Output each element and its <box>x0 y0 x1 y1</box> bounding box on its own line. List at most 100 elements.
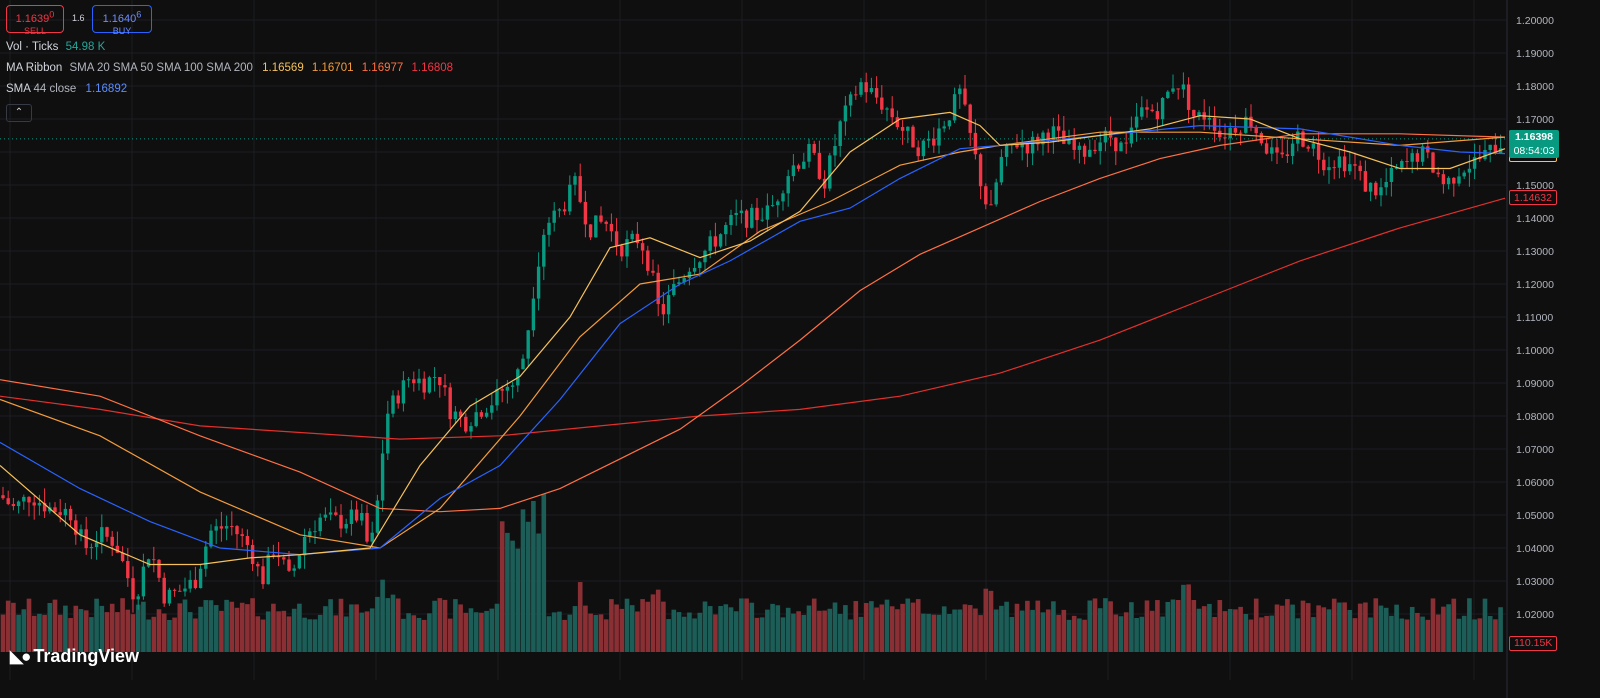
chevron-up-icon[interactable]: ⌃ <box>6 104 32 122</box>
sma44-legend[interactable]: SMA 44 close 1.16892 <box>6 83 127 95</box>
candle-body <box>391 395 395 414</box>
sma50-line <box>0 131 1506 549</box>
candle-body <box>594 215 598 238</box>
volume-bar <box>468 608 474 652</box>
candle-body <box>526 330 530 359</box>
volume-bar <box>879 604 885 652</box>
volume-bar <box>1420 616 1425 652</box>
candle-body <box>854 94 858 96</box>
candle-body <box>266 554 270 585</box>
candle-body <box>838 121 842 147</box>
candle-body <box>672 283 676 296</box>
candle-body <box>1145 107 1149 110</box>
volume-bar <box>343 616 349 652</box>
volume-bar <box>167 619 172 652</box>
buy-button[interactable]: 1.16406 BUY <box>92 5 152 36</box>
volume-bar <box>141 601 146 652</box>
volume-bar <box>427 613 432 652</box>
candle-body <box>214 526 218 531</box>
volume-bar <box>791 613 796 652</box>
candle-body <box>885 108 889 110</box>
candle-body <box>552 210 556 223</box>
candle-body <box>152 559 156 561</box>
volume-bar <box>1347 609 1353 652</box>
candle-body <box>115 545 120 553</box>
volume-bar <box>863 603 869 652</box>
volume-bar <box>1441 606 1446 652</box>
volume-bar <box>754 617 760 652</box>
volume-bar <box>525 521 531 652</box>
volume-bar <box>531 500 536 652</box>
volume-bar <box>484 610 489 652</box>
volume-bar <box>801 614 807 652</box>
candle-body <box>365 512 369 542</box>
ma-ribbon-legend[interactable]: MA Ribbon SMA 20 SMA 50 SMA 100 SMA 200 … <box>6 62 453 74</box>
volume-bar <box>1217 600 1223 652</box>
candle-body <box>677 282 681 284</box>
candle-body <box>906 126 910 131</box>
bar-countdown: 08:54:03 <box>1513 145 1555 157</box>
candle-body <box>282 557 286 560</box>
candle-body <box>708 236 712 251</box>
volume-bar <box>109 603 115 652</box>
volume-bar <box>926 613 931 652</box>
volume-bar <box>905 598 911 652</box>
candle-body <box>994 182 998 205</box>
volume-bar <box>406 613 411 652</box>
candle-body <box>968 104 972 133</box>
volume-bar <box>999 605 1004 652</box>
volume-bar <box>744 598 749 652</box>
volume-bar <box>874 607 879 652</box>
volume-legend[interactable]: Vol · Ticks 54.98 K <box>6 41 105 53</box>
volume-bar <box>172 617 177 652</box>
candle-body <box>453 411 458 420</box>
volume-bar <box>837 613 843 652</box>
volume-bar <box>161 613 167 652</box>
candle-body <box>573 176 577 185</box>
volume-bar <box>624 598 630 652</box>
volume-bar <box>260 619 266 652</box>
volume-indicator-name: Vol · Ticks <box>6 41 59 53</box>
candle-body <box>22 496 26 502</box>
volume-bar <box>629 605 635 652</box>
candle-body <box>230 526 234 528</box>
volume-bar <box>1321 607 1327 652</box>
spread-value: 1.6 <box>72 13 85 23</box>
volume-bar <box>1103 598 1108 652</box>
candle-body <box>318 517 322 532</box>
candle-body <box>1431 152 1435 173</box>
volume-bar <box>1316 605 1321 652</box>
volume-bar <box>952 609 957 652</box>
volume-bar <box>1274 604 1280 652</box>
candle-body <box>828 155 832 189</box>
price-tick-label: 1.12000 <box>1516 279 1554 291</box>
volume-bar <box>572 606 578 652</box>
volume-bar <box>1129 602 1134 652</box>
volume-bar <box>869 601 874 652</box>
volume-bar <box>853 601 859 652</box>
volume-bar <box>1004 601 1009 652</box>
volume-bar <box>177 603 183 652</box>
volume-bar <box>645 601 651 652</box>
candle-body <box>136 596 140 600</box>
volume-bar <box>1357 603 1363 652</box>
tradingview-logo[interactable]: ◣● TradingView <box>10 646 139 667</box>
price-tick-label: 1.03000 <box>1516 576 1554 588</box>
candle-body <box>32 502 36 506</box>
sell-button[interactable]: 1.16390 SELL <box>6 5 64 36</box>
volume-bar <box>271 603 276 652</box>
candle-body <box>682 278 686 283</box>
volume-bar <box>614 604 619 652</box>
candle-body <box>609 223 614 232</box>
candle-body <box>1363 171 1368 192</box>
candle-body <box>432 377 437 379</box>
candle-body <box>786 176 790 194</box>
volume-bar <box>915 599 921 652</box>
candle-body <box>859 82 863 95</box>
candle-body <box>1176 88 1180 90</box>
candle-body <box>531 298 536 331</box>
volume-bar <box>26 598 32 652</box>
candle-body <box>438 377 442 386</box>
candle-body <box>1114 137 1118 152</box>
